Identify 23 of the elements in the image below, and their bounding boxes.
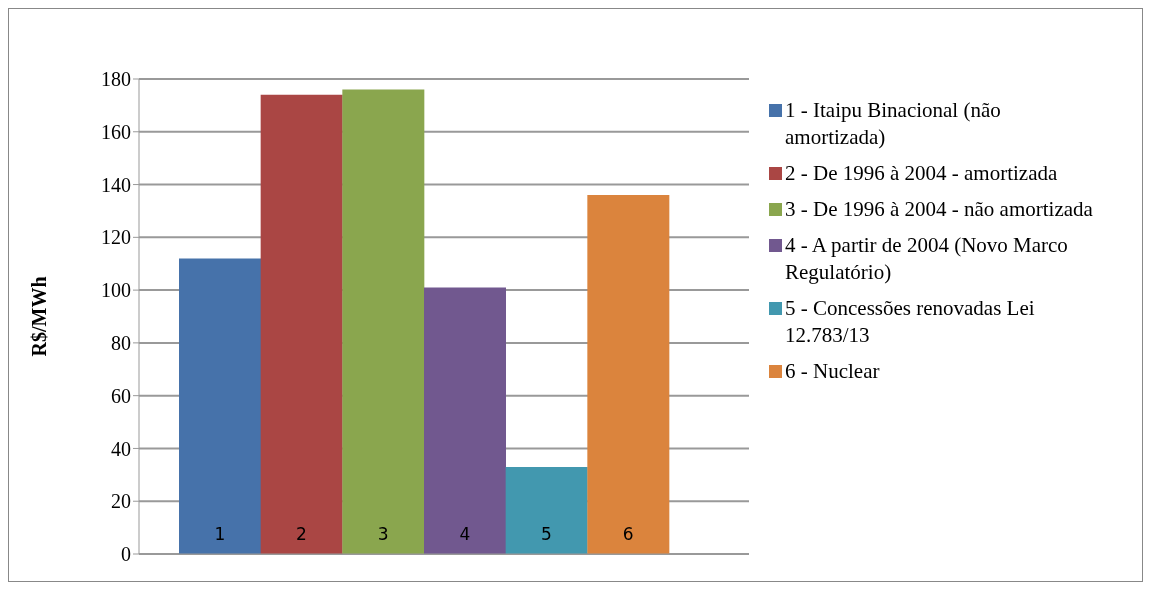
y-axis-title: R$/MWh bbox=[28, 276, 51, 357]
x-tick-label: 4 bbox=[459, 524, 471, 544]
x-tick-label: 2 bbox=[296, 524, 307, 544]
legend-label: 6 - Nuclear bbox=[785, 358, 880, 385]
y-tick-label: 20 bbox=[111, 490, 131, 513]
x-tick-label: 6 bbox=[622, 524, 634, 544]
y-tick-label: 140 bbox=[101, 173, 131, 196]
y-tick-label: 40 bbox=[111, 437, 131, 460]
y-tick-label: 180 bbox=[101, 68, 131, 91]
y-tick-label: 0 bbox=[121, 543, 131, 566]
legend-label: 2 - De 1996 à 2004 - amortizada bbox=[785, 160, 1058, 187]
y-tick-label: 120 bbox=[101, 226, 131, 249]
y-tick-label: 80 bbox=[111, 331, 131, 354]
legend-label: 3 - De 1996 à 2004 - não amortizada bbox=[785, 196, 1093, 223]
legend-label: 1 - Itaipu Binacional (não amortizada) bbox=[785, 97, 1002, 151]
x-tick-label: 1 bbox=[214, 524, 226, 544]
y-tick-label: 100 bbox=[101, 279, 131, 302]
y-tick-label: 160 bbox=[101, 120, 131, 143]
legend-label: 4 - A partir de 2004 (Novo Marco Regulatório) bbox=[785, 232, 1069, 286]
x-tick-label: 5 bbox=[541, 524, 552, 544]
legend-label: 5 - Concessões renovadas Lei 12.783/13 bbox=[785, 295, 1036, 349]
y-tick-label: 60 bbox=[111, 384, 131, 407]
x-tick-label: 3 bbox=[377, 524, 389, 544]
